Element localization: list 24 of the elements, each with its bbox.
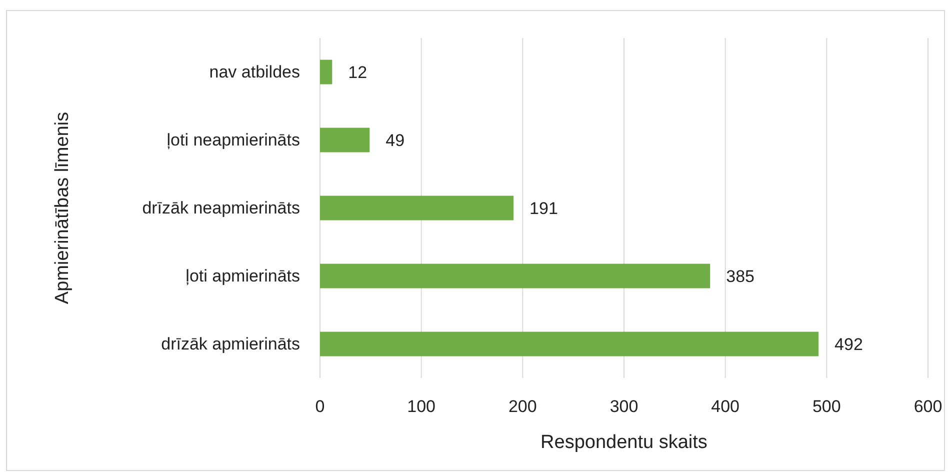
y-tick-label: drīzāk apmierināts — [161, 334, 300, 354]
y-tick-label: ļoti apmierināts — [186, 266, 300, 286]
data-label: 385 — [726, 266, 755, 286]
data-label: 12 — [348, 62, 368, 82]
bar — [320, 264, 710, 288]
x-tick-label: 100 — [407, 397, 436, 416]
bar — [320, 196, 514, 220]
x-tick-label: 400 — [711, 397, 740, 416]
y-axis-title: Apmierinātības līmenis — [52, 112, 73, 304]
bar — [320, 60, 332, 84]
x-tick-label: 600 — [914, 397, 942, 416]
x-tick-label: 500 — [812, 397, 841, 416]
data-label: 492 — [834, 334, 863, 354]
bar — [320, 128, 370, 152]
data-label: 49 — [386, 130, 405, 150]
bar — [320, 332, 819, 356]
x-tick-label: 0 — [315, 397, 325, 416]
y-tick-label: ļoti neapmierināts — [166, 130, 300, 150]
x-axis-title: Respondentu skaits — [540, 432, 708, 453]
x-tick-label: 300 — [610, 397, 638, 416]
data-label: 191 — [530, 198, 558, 218]
x-tick-label: 200 — [508, 397, 537, 416]
y-tick-label: nav atbildes — [209, 62, 300, 82]
y-tick-label: drīzāk neapmierināts — [142, 198, 300, 218]
